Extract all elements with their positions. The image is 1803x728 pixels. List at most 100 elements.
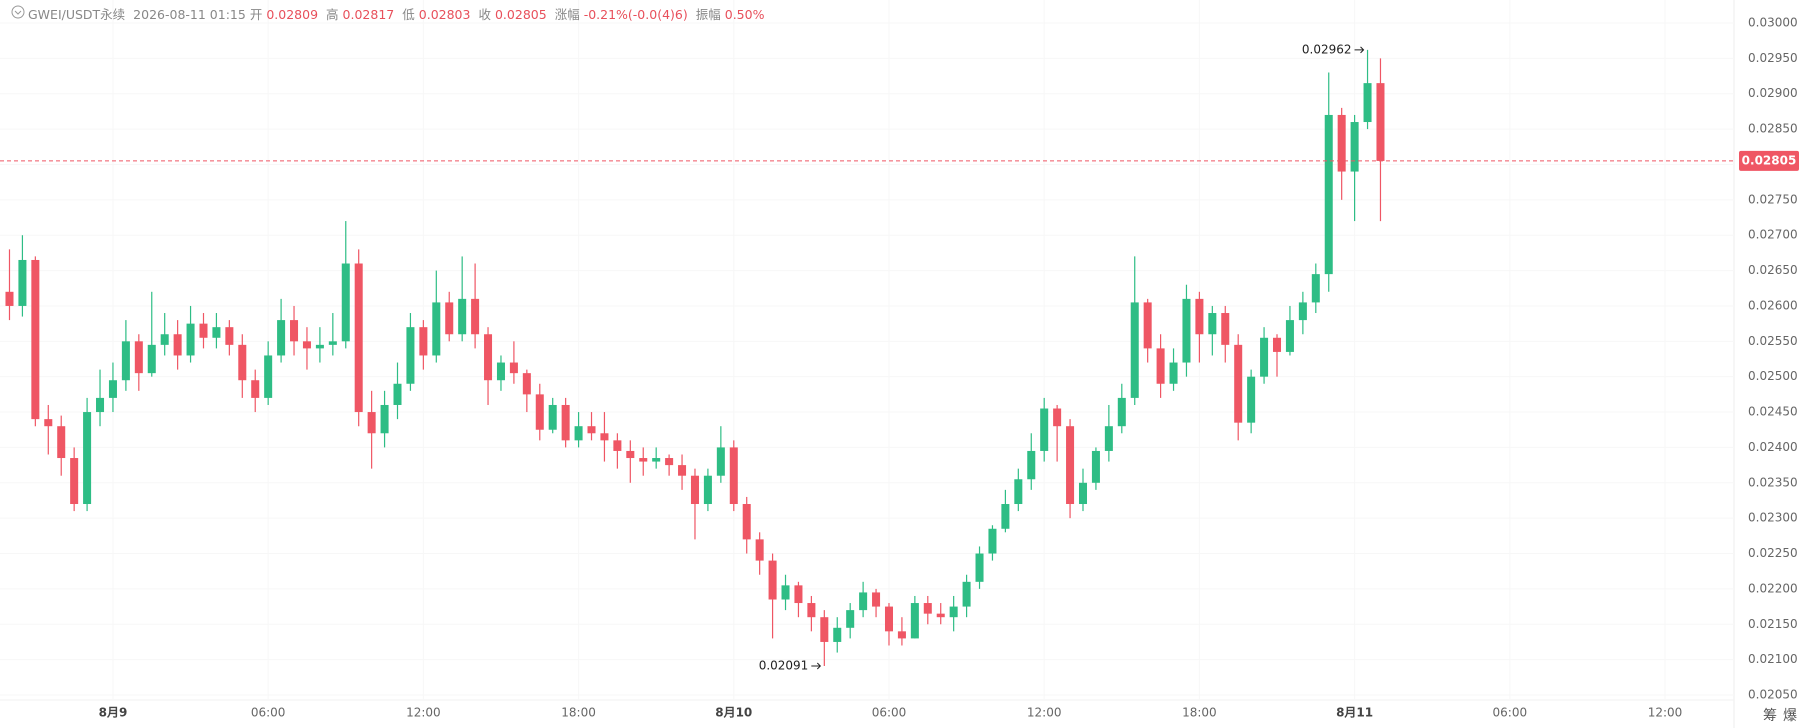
candle-body <box>367 412 376 434</box>
y-tick-label: 0.02050 <box>1748 688 1798 702</box>
candle-body <box>1350 122 1359 172</box>
candle-body <box>1285 320 1294 352</box>
candle-body <box>1091 450 1100 483</box>
candle-body <box>328 341 337 345</box>
candle-body <box>936 613 945 618</box>
candle-body <box>1376 83 1385 161</box>
y-tick-label: 0.02650 <box>1748 263 1798 277</box>
info-value: 0.02805 <box>494 7 547 22</box>
candle-body <box>96 397 105 413</box>
candle-body <box>5 291 14 306</box>
info-value: 0.02817 <box>342 7 395 22</box>
candle-body <box>70 458 79 505</box>
candle-body <box>160 334 169 345</box>
x-tick-label: 18:00 <box>561 706 596 720</box>
candle-body <box>471 298 480 335</box>
candle-body <box>1298 302 1307 321</box>
candle-body <box>225 327 234 345</box>
candle-body <box>173 334 182 356</box>
x-tick-label: 8月9 <box>99 706 128 720</box>
candle-body <box>83 412 92 505</box>
candle-body <box>665 458 674 466</box>
x-tick-label: 06:00 <box>872 706 907 720</box>
candle-body <box>341 263 350 342</box>
candle-body <box>44 419 53 427</box>
candle-body <box>1078 482 1088 505</box>
candle-body <box>147 344 156 374</box>
symbol[interactable]: GWEI/USDT永续 <box>28 7 126 22</box>
x-tick-label: 12:00 <box>1648 706 1683 720</box>
candle-body <box>910 603 919 639</box>
candle-body <box>484 334 493 381</box>
y-tick-label: 0.02950 <box>1748 51 1798 65</box>
candle-body <box>742 504 751 540</box>
candle-body <box>678 465 687 476</box>
candle-body <box>380 404 389 434</box>
candle-body <box>1195 298 1204 335</box>
candle-body <box>1260 337 1269 377</box>
candle-body <box>587 426 596 434</box>
candle-body <box>794 585 803 604</box>
x-tick-label: 12:00 <box>406 706 441 720</box>
candle-body <box>509 362 518 374</box>
min-price-annotation: 0.02091 <box>759 658 809 672</box>
y-tick-label: 0.02250 <box>1748 546 1798 560</box>
candle-body <box>949 606 958 618</box>
candle-body <box>290 320 299 342</box>
collapse-icon[interactable] <box>11 5 25 19</box>
candle-body <box>859 592 868 611</box>
y-tick-label: 0.02900 <box>1748 86 1798 100</box>
candle-body <box>186 323 195 356</box>
candle-body <box>1143 302 1152 349</box>
candle-body <box>458 298 467 335</box>
candle-body <box>302 341 311 349</box>
candle-body <box>432 302 441 356</box>
y-tick-label: 0.02550 <box>1748 334 1798 348</box>
y-tick-label: 0.02500 <box>1748 369 1798 383</box>
candle-body <box>923 603 932 614</box>
candle-body <box>1014 479 1023 505</box>
candle-body <box>574 426 583 441</box>
x-tick-label: 8月10 <box>715 706 752 720</box>
info-value: -0.21%(-0.0(4)6) <box>583 7 688 22</box>
y-tick-label: 0.02700 <box>1748 228 1798 242</box>
candle-body <box>134 341 143 374</box>
info-label: 低 <box>402 7 415 22</box>
candle-body <box>690 475 699 505</box>
candle-body <box>613 440 622 451</box>
candle-body <box>264 355 273 398</box>
tool-button[interactable]: 筹 <box>1763 707 1777 724</box>
candle-body <box>199 323 208 338</box>
annotation-arrow <box>1354 46 1365 54</box>
candle-body <box>820 617 829 642</box>
candle-body <box>354 263 363 413</box>
candle-body <box>652 458 661 462</box>
info-label: 振幅 <box>695 7 721 22</box>
candle-body <box>988 528 997 554</box>
candle-body <box>1130 302 1139 398</box>
candle-body <box>975 553 984 582</box>
candle-body <box>1247 376 1256 423</box>
candle-body <box>277 320 286 356</box>
candle-body <box>1324 114 1333 275</box>
candle-body <box>31 259 40 420</box>
candle-body <box>108 380 117 398</box>
max-price-annotation: 0.02962 <box>1302 42 1352 56</box>
candle-body <box>1234 344 1243 423</box>
candle-body <box>600 433 609 441</box>
candle-body <box>884 606 893 632</box>
candle-body <box>315 344 324 349</box>
y-tick-label: 0.02450 <box>1748 405 1798 419</box>
header: GWEI/USDT永续 2026-08-11 01:15 开 0.02809 高 0.0… <box>10 4 772 23</box>
last-price-label: 0.02805 <box>1742 153 1797 167</box>
tool-button[interactable]: 爆 <box>1783 708 1797 724</box>
candle-body <box>238 344 247 381</box>
candle-body <box>251 380 260 398</box>
info-label: 涨幅 <box>554 7 580 22</box>
info-value: 0.02809 <box>266 7 319 22</box>
candle-body <box>1221 313 1230 345</box>
x-tick-label: 06:00 <box>251 706 286 720</box>
candle-body <box>212 327 221 338</box>
candle-body <box>639 458 648 462</box>
